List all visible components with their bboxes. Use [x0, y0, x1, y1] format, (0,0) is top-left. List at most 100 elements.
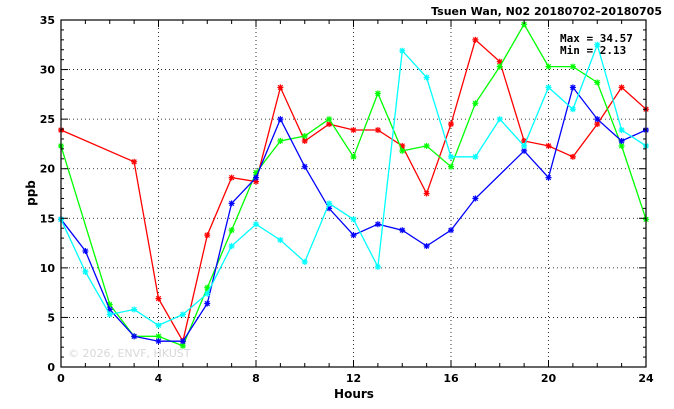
data-point [472, 195, 479, 202]
data-point [423, 74, 430, 81]
data-point [277, 137, 284, 144]
axis-ticks: 0 4 8 12 16 20 24 0 5 10 15 20 25 30 35 [40, 14, 654, 385]
series-1 [58, 36, 649, 345]
data-point [594, 79, 601, 86]
y-axis-label: ppb [24, 180, 38, 206]
data-point [179, 311, 186, 318]
data-point [594, 41, 601, 48]
y-tick-label: 5 [47, 311, 55, 324]
data-point [301, 132, 308, 139]
data-point [496, 116, 503, 123]
data-point [545, 84, 552, 91]
data-point [204, 290, 211, 297]
data-point [618, 137, 625, 144]
data-point [155, 338, 162, 345]
data-point [131, 306, 138, 313]
data-point [228, 200, 235, 207]
data-point [569, 84, 576, 91]
data-point [277, 237, 284, 244]
data-point [228, 243, 235, 250]
series-line [60, 85, 647, 342]
data-point [350, 232, 357, 239]
data-point [131, 333, 138, 340]
data-point [545, 174, 552, 181]
data-point [618, 127, 625, 134]
data-point [277, 116, 284, 123]
x-axis-label: Hours [334, 387, 374, 401]
data-point [301, 163, 308, 170]
data-point [374, 221, 381, 228]
data-point [448, 227, 454, 234]
data-point [228, 227, 235, 234]
data-point [106, 311, 113, 318]
watermark: © 2026, ENVF, HKUST [68, 347, 191, 360]
y-tick-label: 30 [40, 64, 56, 77]
grid [61, 20, 646, 367]
y-tick-label: 35 [40, 14, 55, 27]
series-3 [58, 84, 649, 345]
series-line [60, 42, 647, 327]
data-point [131, 158, 138, 165]
data-point [569, 153, 576, 160]
data-point [374, 90, 381, 97]
x-tick-label: 24 [638, 372, 654, 385]
data-point [374, 127, 381, 134]
data-point [326, 116, 333, 123]
data-point [155, 295, 162, 302]
data-point [448, 153, 454, 160]
y-tick-label: 0 [47, 361, 55, 374]
data-point [204, 300, 211, 307]
data-point [326, 200, 333, 207]
data-point [228, 174, 235, 181]
data-point [204, 232, 211, 239]
y-tick-label: 10 [40, 262, 56, 275]
x-tick-label: 20 [541, 372, 557, 385]
data-point [521, 142, 528, 149]
series-line [60, 38, 647, 343]
series-4 [58, 41, 649, 329]
data-point [253, 221, 259, 228]
data-point [155, 322, 162, 329]
data-point [82, 248, 89, 255]
data-point [301, 258, 308, 265]
data-point [472, 153, 479, 160]
data-point [350, 153, 357, 160]
data-point [472, 100, 479, 107]
series-group [58, 21, 649, 349]
data-point [423, 142, 430, 149]
max-label: Max = 34.57 [560, 32, 633, 45]
series-2 [58, 21, 649, 349]
data-point [82, 268, 89, 275]
y-tick-label: 25 [40, 113, 55, 126]
data-point [301, 137, 308, 144]
data-point [545, 63, 552, 70]
y-tick-label: 20 [40, 163, 56, 176]
data-point [496, 63, 503, 70]
x-tick-label: 12 [346, 372, 361, 385]
x-tick-label: 8 [252, 372, 260, 385]
series-line [60, 22, 647, 347]
x-tick-label: 16 [443, 372, 459, 385]
data-point [569, 63, 576, 70]
y-tick-label: 15 [40, 212, 55, 225]
data-point [545, 142, 552, 149]
x-tick-label: 0 [57, 372, 65, 385]
data-point [569, 106, 576, 113]
data-point [277, 84, 284, 91]
x-tick-label: 4 [155, 372, 163, 385]
data-point [399, 47, 406, 54]
data-point [399, 147, 406, 154]
data-point [472, 36, 479, 43]
data-point [448, 121, 454, 128]
chart-title: Tsuen Wan, N02 20180702–20180705 [431, 5, 662, 18]
data-point [253, 174, 259, 181]
min-label: Min = 2.13 [560, 44, 626, 57]
data-point [399, 227, 406, 234]
data-point [618, 84, 625, 91]
data-point [350, 127, 357, 134]
data-point [204, 284, 211, 291]
data-point [423, 190, 430, 197]
data-point [423, 243, 430, 250]
data-point [594, 116, 601, 123]
